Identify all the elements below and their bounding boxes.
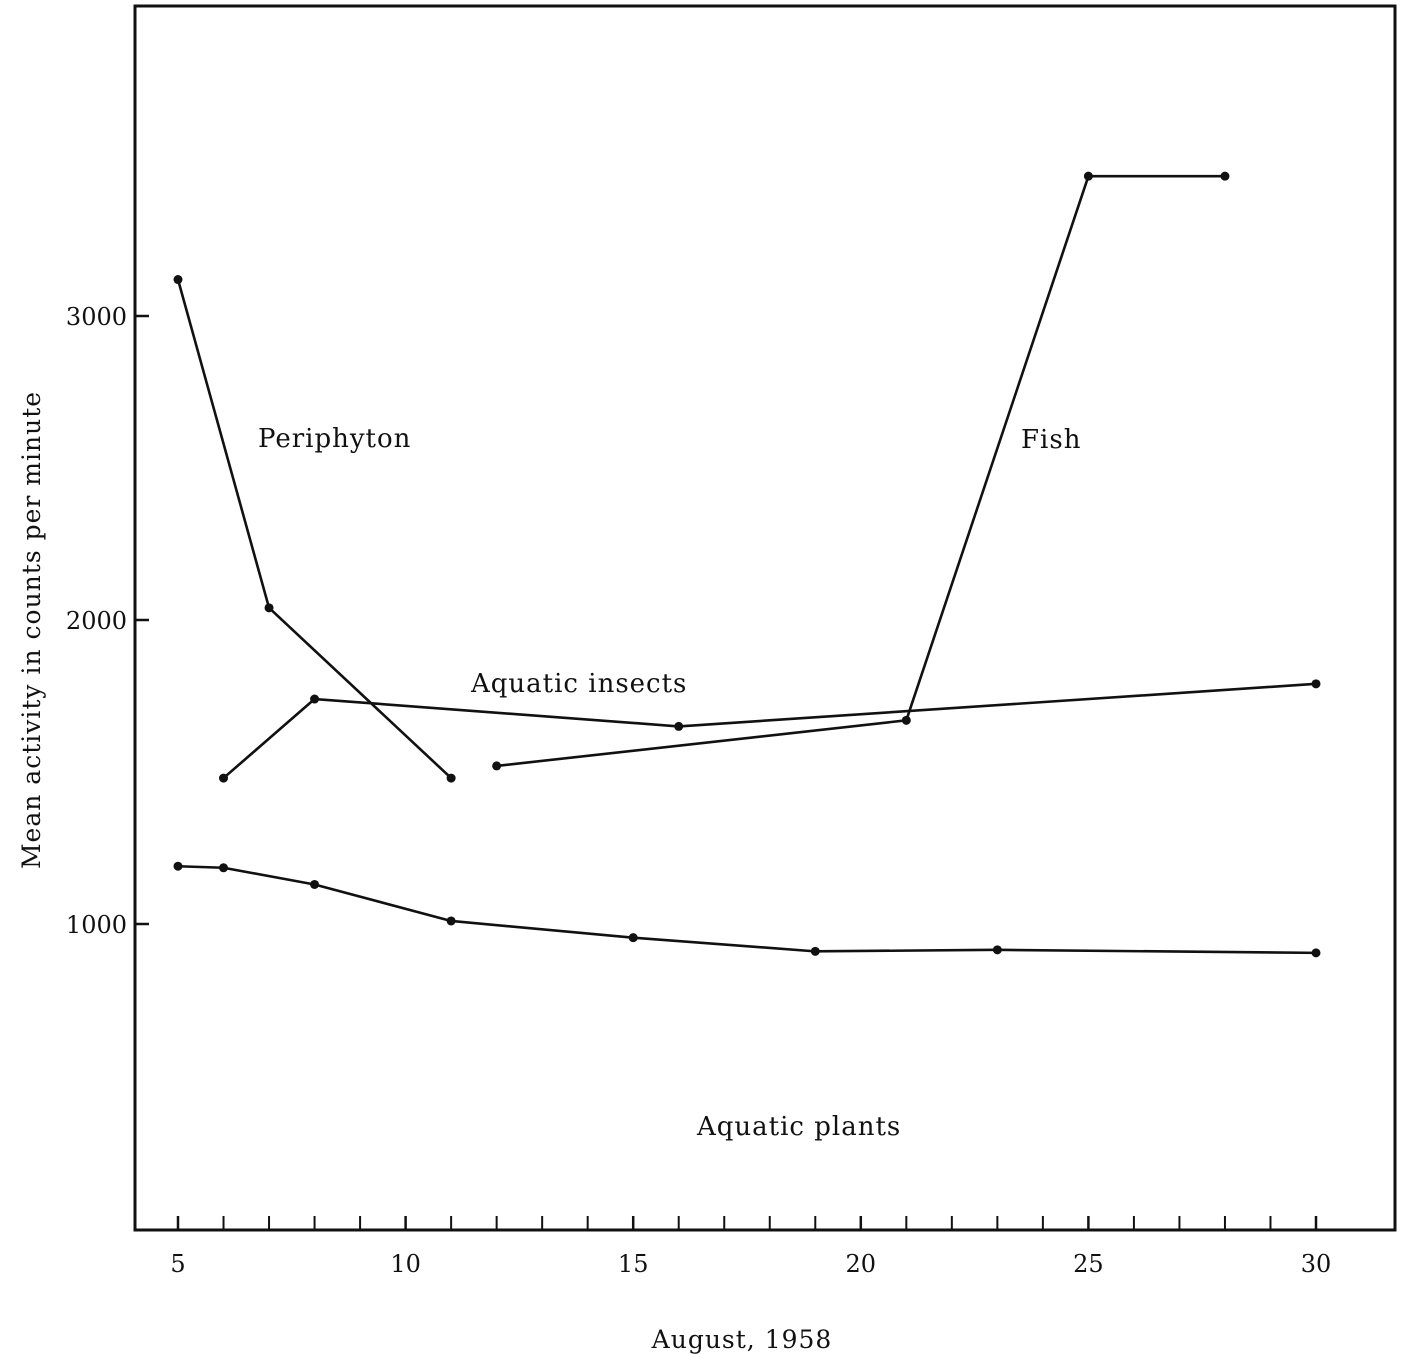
- series-points: [173, 171, 1321, 958]
- data-point-aquatic-insects: [219, 773, 229, 783]
- series-line-aquatic-insects: [222, 682, 1317, 780]
- data-point-aquatic-insects: [310, 694, 320, 704]
- data-point-aquatic-insects: [1311, 679, 1321, 689]
- data-point-aquatic-plants: [628, 933, 638, 943]
- data-point-periphyton: [264, 603, 274, 613]
- x-tick-label: 20: [846, 1250, 877, 1278]
- data-point-fish: [492, 761, 502, 771]
- data-point-periphyton: [173, 275, 183, 285]
- data-point-aquatic-plants: [219, 863, 229, 873]
- x-tick-label: 10: [390, 1250, 421, 1278]
- x-axis-title: August, 1958: [651, 1325, 833, 1354]
- y-tick-label: 2000: [66, 607, 127, 635]
- x-tick-label: 15: [618, 1250, 649, 1278]
- x-tick-label: 25: [1073, 1250, 1104, 1278]
- data-point-fish: [901, 715, 911, 725]
- data-point-aquatic-plants: [173, 861, 183, 871]
- data-point-aquatic-plants: [992, 945, 1002, 955]
- x-axis: 5 10 15 20 25 30: [170, 1216, 1331, 1278]
- y-axis: 1000 2000 3000: [66, 303, 149, 939]
- x-tick-label: 5: [170, 1250, 185, 1278]
- y-axis-title: Mean activity in counts per minute: [17, 391, 46, 869]
- data-point-aquatic-insects: [674, 721, 684, 731]
- plot-frame: [133, 4, 1397, 1232]
- plot-border: [133, 4, 1397, 1232]
- series-label-fish: Fish: [1021, 425, 1081, 455]
- series-line-fish: [496, 174, 1225, 768]
- series-label-periphyton: Periphyton: [258, 424, 411, 454]
- data-point-periphyton: [446, 773, 456, 783]
- x-tick-label: 30: [1301, 1250, 1332, 1278]
- data-point-aquatic-plants: [310, 879, 320, 889]
- y-tick-label: 1000: [66, 911, 127, 939]
- data-point-fish: [1083, 171, 1093, 181]
- data-point-aquatic-plants: [810, 946, 820, 956]
- data-point-aquatic-plants: [1311, 948, 1321, 958]
- series-label-aquatic-insects: Aquatic insects: [470, 669, 687, 699]
- series-lines: [176, 174, 1317, 955]
- y-tick-label: 3000: [66, 303, 127, 331]
- series-line-aquatic-plants: [177, 864, 1317, 955]
- series-label-aquatic-plants: Aquatic plants: [696, 1112, 901, 1142]
- data-point-aquatic-plants: [446, 916, 456, 926]
- data-point-fish: [1220, 171, 1230, 181]
- series-labels: Periphyton Aquatic insects Fish Aquatic pla…: [258, 424, 1081, 1142]
